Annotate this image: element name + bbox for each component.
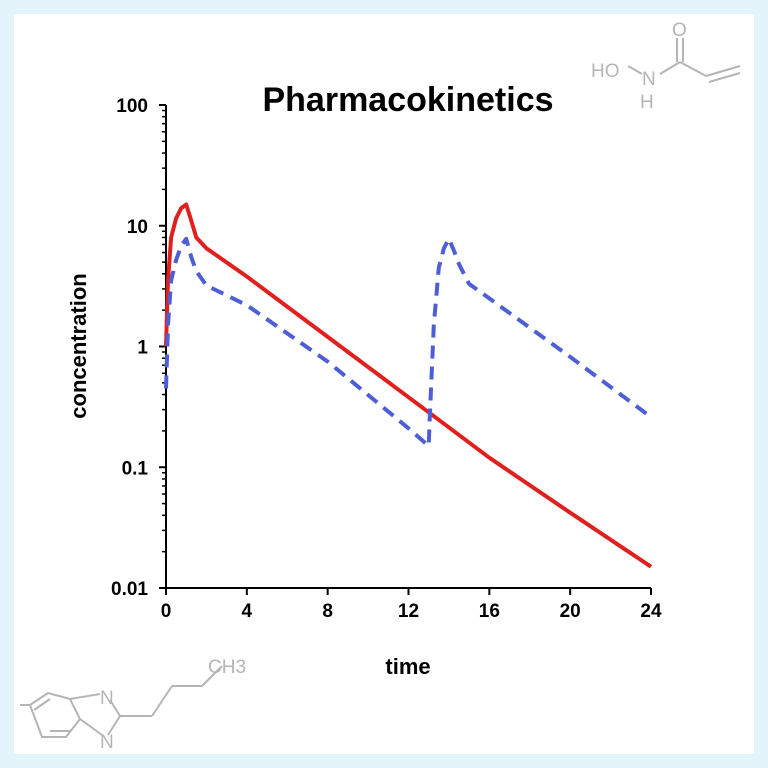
x-axis-title: time	[385, 654, 430, 679]
chart-title: Pharmacokinetics	[262, 81, 553, 119]
y-tick-label: 0.01	[111, 579, 148, 600]
x-tick-label: 16	[479, 601, 500, 622]
x-tick-label: 4	[242, 601, 253, 622]
series-line-1	[164, 202, 653, 569]
molecule-o-label: O	[672, 20, 687, 41]
molecule-ho-label: HO	[591, 61, 620, 82]
chart-frame: Pharmacokinetics 0 4 8 12 16 20 24 0.01 0.1 1 10 10…	[14, 14, 754, 754]
series-group	[164, 202, 653, 569]
chart-svg: Pharmacokinetics 0 4 8 12 16 20 24 0.01 0.1 1 10 10…	[20, 20, 741, 753]
molecule-n-bottom-label: N	[100, 732, 114, 753]
tick-labels: 0 4 8 12 16 20 24 0.01 0.1 1 10 100	[111, 96, 662, 622]
molecule-n-label: N	[642, 69, 656, 90]
x-tick-label: 0	[161, 601, 172, 622]
axes	[165, 105, 651, 589]
y-tick-label: 10	[127, 217, 148, 238]
butylbenzimidazole-structure	[20, 665, 223, 738]
molecule-h-label: H	[640, 92, 654, 113]
x-tick-label: 8	[322, 601, 333, 622]
series-line-2	[164, 236, 653, 448]
x-tick-label: 12	[398, 601, 419, 622]
y-tick-label: 1	[137, 338, 148, 359]
molecule-ch3-label: CH3	[208, 657, 246, 678]
x-tick-label: 20	[560, 601, 581, 622]
y-tick-label: 100	[116, 96, 148, 117]
y-axis-title: concentration	[66, 273, 91, 418]
ticks	[159, 104, 652, 595]
x-tick-label: 24	[640, 601, 662, 622]
hydroxamic-acid-structure	[627, 38, 741, 83]
molecule-n-top-label: N	[100, 688, 114, 709]
y-tick-label: 0.1	[122, 458, 149, 479]
